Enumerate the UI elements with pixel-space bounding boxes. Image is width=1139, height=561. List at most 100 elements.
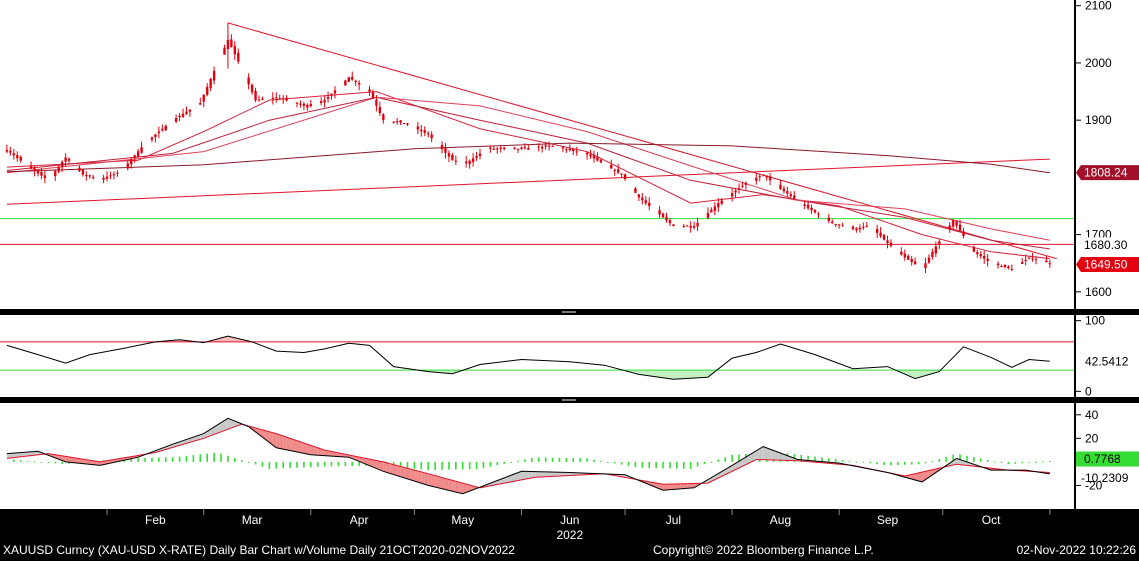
macd-histogram-bar	[952, 454, 954, 462]
macd-divergence-fill	[756, 448, 760, 460]
macd-histogram-bar	[731, 454, 733, 462]
candlestick	[43, 170, 47, 184]
macd-histogram-bar	[1035, 461, 1037, 463]
candle-body	[1020, 262, 1024, 264]
macd-divergence-fill	[773, 450, 778, 461]
candlestick	[392, 121, 395, 124]
macd-divergence-fill	[24, 452, 28, 457]
macd-histogram-bar	[213, 452, 215, 462]
candle-body	[879, 232, 882, 237]
candlestick	[637, 193, 641, 202]
last-price-tag-background	[1076, 257, 1139, 273]
macd-divergence-fill	[227, 418, 232, 430]
candle-body	[105, 176, 109, 179]
macd-histogram-bar	[455, 461, 457, 470]
macd-divergence-fill	[428, 473, 432, 487]
macd-histogram-bar	[68, 461, 70, 464]
candlestick	[382, 113, 385, 124]
candlestick	[962, 227, 965, 239]
macd-divergence-fill	[573, 472, 577, 476]
macd-histogram-bar	[689, 461, 692, 469]
candle-body	[161, 128, 164, 131]
candlestick	[741, 181, 744, 189]
candle-body	[755, 177, 758, 181]
candlestick	[161, 124, 164, 132]
candle-body	[57, 166, 60, 172]
macd-divergence-fill	[372, 459, 377, 469]
macd-histogram-bar	[33, 461, 36, 463]
candle-body	[185, 111, 188, 115]
macd-divergence-fill	[224, 418, 228, 431]
candle-body	[475, 155, 478, 158]
candlestick	[834, 223, 837, 228]
candlestick	[585, 151, 589, 160]
macd-histogram-bar	[903, 461, 906, 465]
candle-body	[761, 174, 765, 176]
macd-histogram-bar	[579, 458, 581, 462]
candle-body	[499, 147, 502, 149]
macd-histogram-bar	[938, 458, 941, 462]
candlestick	[427, 131, 430, 138]
candle-body	[126, 163, 129, 169]
candlestick	[150, 136, 154, 143]
macd-divergence-fill	[82, 459, 87, 465]
macd-histogram-bar	[600, 460, 602, 462]
macd-divergence-fill	[524, 471, 529, 480]
candle-body	[834, 224, 837, 226]
candlestick	[185, 106, 188, 115]
candlestick	[402, 123, 406, 125]
macd-histogram-bar	[489, 461, 492, 467]
candlestick	[261, 96, 264, 101]
price-axis-tick: 1600	[1085, 285, 1112, 299]
macd-histogram-bar	[420, 461, 423, 470]
candlestick	[271, 92, 275, 105]
panel-splitter-grip	[562, 399, 576, 401]
candle-body	[344, 80, 347, 86]
macd-divergence-fill	[956, 458, 961, 465]
candlestick	[333, 86, 337, 99]
macd-divergence-fill	[694, 483, 698, 488]
macd-histogram-bar	[986, 460, 989, 462]
macd-histogram-bar	[510, 461, 512, 463]
candle-body	[271, 97, 275, 99]
macd-histogram-bar	[910, 461, 913, 465]
macd-histogram-bar	[310, 461, 312, 468]
candle-body	[1048, 263, 1052, 265]
candle-body	[641, 197, 644, 201]
macd-divergence-fill	[739, 459, 743, 468]
candlestick	[440, 141, 444, 154]
macd-histogram-bar	[531, 457, 533, 462]
candlestick	[706, 207, 710, 220]
candlestick	[295, 101, 299, 108]
candle-body	[572, 148, 575, 152]
candlestick	[1027, 257, 1031, 260]
candle-body	[841, 225, 844, 227]
candlestick	[986, 254, 989, 267]
rsi-panel-background	[0, 315, 1074, 397]
candle-body	[102, 177, 105, 180]
candlestick	[782, 185, 786, 194]
macd-histogram-bar	[586, 458, 588, 462]
macd-histogram-bar	[890, 461, 892, 466]
candlestick	[672, 224, 675, 227]
macd-histogram-bar	[178, 456, 181, 462]
candlestick	[641, 192, 644, 205]
candlestick	[713, 202, 717, 216]
candlestick	[40, 167, 43, 180]
candle-body	[672, 224, 675, 227]
candle-body	[427, 133, 430, 135]
candle-body	[710, 209, 713, 213]
candle-body	[92, 177, 95, 179]
trendline-2	[6, 158, 1050, 205]
candlestick	[9, 146, 12, 156]
candlestick	[537, 143, 540, 152]
candlestick	[1003, 264, 1007, 269]
candlestick	[951, 218, 955, 230]
macd-divergence-fill	[518, 471, 522, 481]
candlestick	[475, 151, 478, 161]
macd-divergence-fill	[538, 471, 543, 478]
macd-histogram-bar	[613, 461, 616, 464]
candle-body	[620, 173, 623, 175]
candle-body	[392, 121, 395, 123]
